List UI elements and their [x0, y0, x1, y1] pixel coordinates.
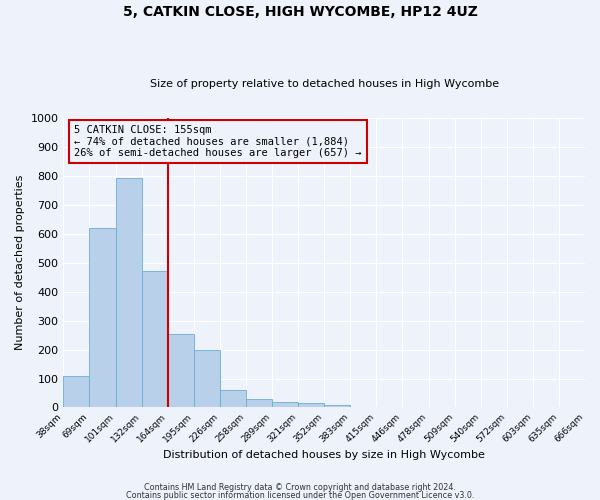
Text: Contains HM Land Registry data © Crown copyright and database right 2024.: Contains HM Land Registry data © Crown c… — [144, 484, 456, 492]
Bar — [272, 402, 298, 407]
Bar — [298, 403, 324, 407]
Bar — [142, 271, 168, 407]
Text: 5 CATKIN CLOSE: 155sqm
← 74% of detached houses are smaller (1,884)
26% of semi-: 5 CATKIN CLOSE: 155sqm ← 74% of detached… — [74, 125, 361, 158]
Bar — [116, 178, 142, 408]
Bar — [324, 404, 350, 407]
Title: Size of property relative to detached houses in High Wycombe: Size of property relative to detached ho… — [149, 79, 499, 89]
Bar — [64, 376, 89, 408]
X-axis label: Distribution of detached houses by size in High Wycombe: Distribution of detached houses by size … — [163, 450, 485, 460]
Bar — [246, 399, 272, 407]
Bar — [194, 350, 220, 408]
Bar — [89, 228, 116, 408]
Y-axis label: Number of detached properties: Number of detached properties — [15, 175, 25, 350]
Bar — [220, 390, 246, 407]
Text: Contains public sector information licensed under the Open Government Licence v3: Contains public sector information licen… — [126, 490, 474, 500]
Text: 5, CATKIN CLOSE, HIGH WYCOMBE, HP12 4UZ: 5, CATKIN CLOSE, HIGH WYCOMBE, HP12 4UZ — [122, 5, 478, 19]
Bar — [168, 334, 194, 407]
